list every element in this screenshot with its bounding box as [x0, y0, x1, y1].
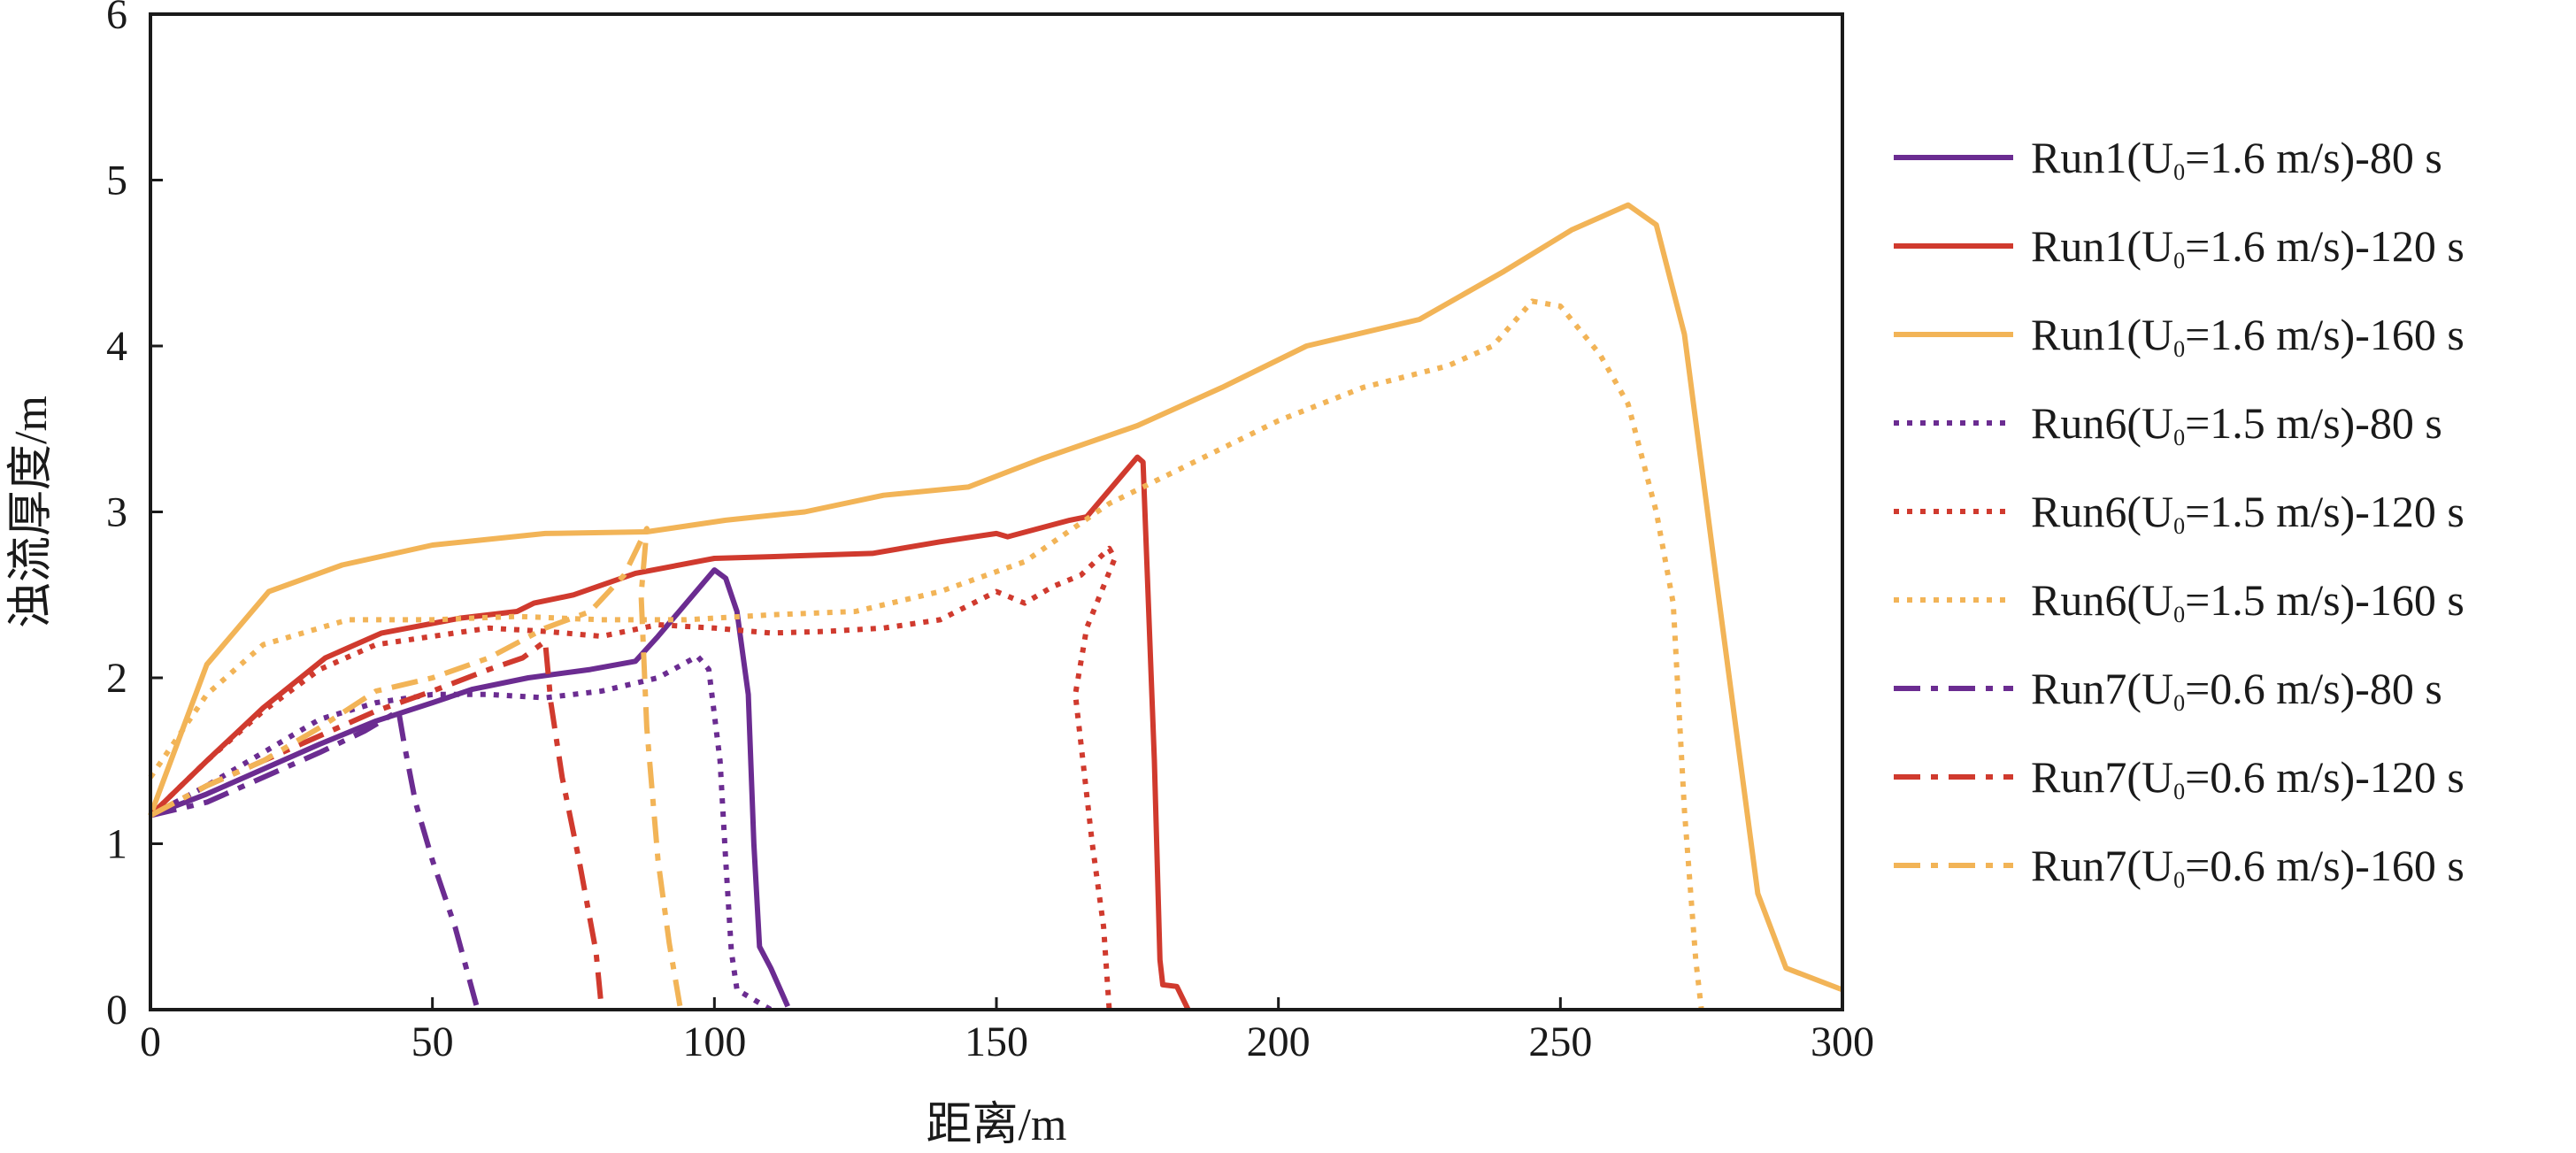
series-line-2 [148, 454, 1191, 1011]
series-line-9 [149, 526, 684, 1011]
x-tick-label: 200 [1247, 1018, 1311, 1065]
y-tick-label: 0 [106, 987, 127, 1034]
y-axis: 0 1 2 3 4 5 6 [106, 0, 163, 1034]
series-line-4 [149, 653, 773, 1012]
x-tick-label: 0 [140, 1018, 161, 1065]
plot-area-frame [149, 12, 1844, 1011]
x-tick-label: 100 [682, 1018, 746, 1065]
y-tick-label: 5 [106, 158, 127, 204]
series-line-7 [150, 708, 481, 1011]
legend: Run1(U0=1.6 m/s)-80 s Run1(U0=1.6 m/s)-12… [1894, 133, 2465, 893]
x-tick-label: 50 [411, 1018, 454, 1065]
series-line-1 [149, 567, 790, 1008]
series-line-6 [148, 298, 1704, 1011]
legend-label-6: Run6(U0=1.5 m/s)-160 s [2031, 575, 2465, 627]
y-tick-label: 1 [106, 821, 127, 868]
y-tick-label: 4 [106, 323, 127, 370]
x-tick-label: 300 [1811, 1018, 1874, 1065]
x-tick-label: 150 [965, 1018, 1028, 1065]
x-axis-title: 距离/m [927, 1100, 1067, 1149]
legend-label-7: Run7(U0=0.6 m/s)-80 s [2031, 664, 2442, 716]
series-lines [148, 202, 1844, 1012]
y-tick-label: 6 [106, 0, 127, 38]
x-tick-label: 250 [1528, 1018, 1592, 1065]
y-axis-title: 浊流厚度/m [6, 396, 57, 628]
legend-label-1: Run1(U0=1.6 m/s)-80 s [2031, 133, 2442, 185]
y-tick-label: 3 [106, 489, 127, 536]
y-tick-label: 2 [106, 655, 127, 702]
series-line-3 [148, 202, 1844, 993]
x-axis: 0 50 100 150 200 250 300 [140, 997, 1874, 1065]
legend-label-4: Run6(U0=1.5 m/s)-80 s [2031, 398, 2442, 450]
legend-label-3: Run1(U0=1.6 m/s)-160 s [2031, 310, 2465, 362]
legend-label-9: Run7(U0=0.6 m/s)-160 s [2031, 841, 2465, 893]
legend-label-8: Run7(U0=0.6 m/s)-120 s [2031, 752, 2465, 804]
legend-label-2: Run1(U0=1.6 m/s)-120 s [2031, 221, 2465, 273]
legend-label-5: Run6(U0=1.5 m/s)-120 s [2031, 487, 2465, 539]
